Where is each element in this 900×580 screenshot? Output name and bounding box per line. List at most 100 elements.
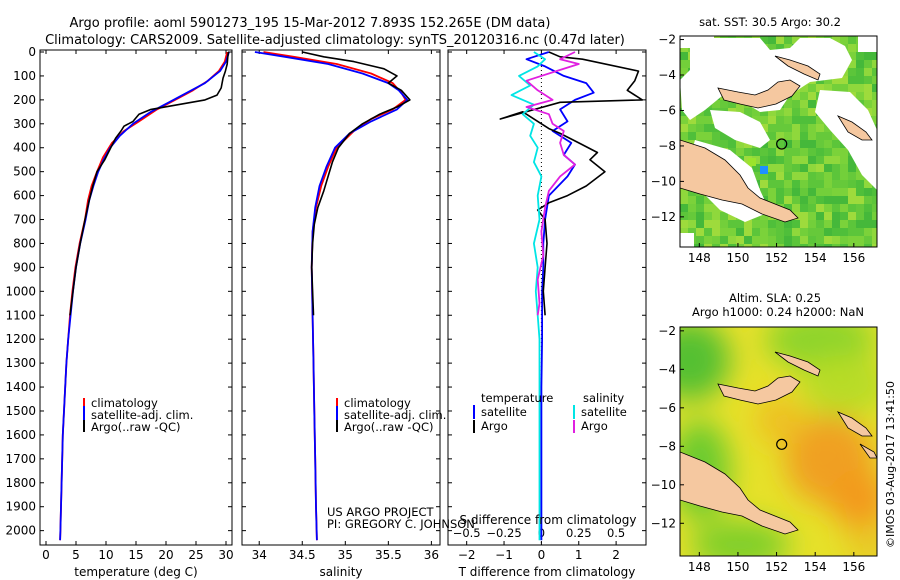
sst-cell — [848, 36, 856, 44]
sst-cell — [704, 204, 712, 212]
sst-cell — [680, 220, 688, 228]
sst-cell — [848, 236, 856, 244]
sst-cell — [824, 244, 832, 247]
s-tick-label: 0.5 — [607, 526, 625, 540]
sst-cell — [872, 228, 877, 236]
sst-cell — [824, 76, 832, 84]
sst-cell — [792, 100, 800, 108]
sst-cell — [688, 116, 696, 124]
sst-cell — [864, 188, 872, 196]
sst-cell — [720, 244, 728, 247]
lat-tick-label: −12 — [651, 210, 676, 224]
lat-tick-label: −2 — [658, 33, 676, 47]
sst-cell — [800, 180, 808, 188]
sst-cell — [872, 244, 877, 247]
sst-cell — [768, 140, 776, 148]
sst-cell — [800, 84, 808, 92]
sst-cell — [768, 180, 776, 188]
series-argo-raw-qc — [69, 51, 230, 316]
sst-cell — [848, 204, 856, 212]
sst-cell — [808, 148, 816, 156]
sla-blob — [755, 395, 805, 445]
sst-cell — [760, 236, 768, 244]
sst-cell — [832, 236, 840, 244]
sst-cell — [840, 244, 848, 247]
depth-tick-label: 1200 — [5, 332, 36, 346]
sst-cell — [720, 220, 728, 228]
sst-cell — [872, 52, 877, 60]
legend-label-climatology: climatology — [344, 396, 411, 410]
sst-cell — [720, 132, 728, 140]
sst-cell — [856, 212, 864, 220]
sst-cell — [688, 132, 696, 140]
x-tick-label: 2 — [612, 548, 620, 562]
sst-cell — [816, 140, 824, 148]
sst-cell — [760, 212, 768, 220]
sst-cell — [776, 228, 784, 236]
sla-blob — [680, 327, 730, 400]
sst-cell — [872, 84, 877, 92]
sst-cell — [808, 204, 816, 212]
sst-cell — [784, 236, 792, 244]
depth-tick-label: 700 — [13, 213, 36, 227]
x-tick-label: 0 — [42, 548, 50, 562]
sst-cell — [768, 164, 776, 172]
sst-cell — [784, 36, 792, 44]
sst-cell — [848, 68, 856, 76]
series-satellite-adj-clim — [254, 51, 409, 541]
sst-cell — [784, 44, 792, 52]
sst-cell — [800, 132, 808, 140]
sst-cell — [704, 124, 712, 132]
sst-cell — [736, 244, 744, 247]
sst-cell — [784, 140, 792, 148]
sst-cell — [776, 140, 784, 148]
sst-cell — [696, 244, 704, 247]
sst-cell — [856, 220, 864, 228]
sst-cell — [744, 108, 752, 116]
sst-cell — [776, 116, 784, 124]
sst-cell — [760, 36, 768, 44]
sla-blob — [845, 525, 877, 556]
sla-blob — [690, 520, 790, 556]
sst-cell — [752, 172, 760, 180]
sst-cell — [832, 172, 840, 180]
sst-cell — [728, 100, 736, 108]
sst-cell — [864, 60, 872, 68]
sst-cell — [808, 116, 816, 124]
sst-cell — [792, 36, 800, 44]
sst-cell — [736, 220, 744, 228]
sst-cell — [808, 140, 816, 148]
sst-cell — [816, 180, 824, 188]
sst-cell — [752, 148, 760, 156]
sst-cell — [856, 236, 864, 244]
sst-cell — [800, 100, 808, 108]
sst-map-title: sat. SST: 30.5 Argo: 30.2 — [699, 15, 841, 29]
sst-cell — [800, 156, 808, 164]
sla-lat-axis: −2 −4 −6 −8 −10 −12 — [651, 324, 684, 530]
sst-cell — [872, 212, 877, 220]
sst-cell — [840, 204, 848, 212]
depth-tick-label: 1100 — [5, 308, 36, 322]
sst-cell — [808, 84, 816, 92]
sst-cell — [680, 132, 688, 140]
lat-tick-label: −10 — [651, 174, 676, 188]
sst-cell — [840, 180, 848, 188]
sst-cell — [800, 140, 808, 148]
sst-cell — [760, 116, 768, 124]
sst-cell — [768, 228, 776, 236]
temperature-legend: climatology satellite-adj. clim. Argo(..… — [83, 396, 193, 434]
sst-cell — [808, 212, 816, 220]
sla-land — [680, 351, 877, 535]
sst-cell — [792, 132, 800, 140]
x-tick-label: 1 — [575, 548, 583, 562]
sst-cell — [800, 172, 808, 180]
sst-cell — [792, 196, 800, 204]
sst-cell — [832, 220, 840, 228]
salinity-legend: climatology satellite-adj. clim. Argo(..… — [336, 396, 446, 434]
sst-cell — [848, 228, 856, 236]
sst-cell — [760, 228, 768, 236]
sst-cell — [800, 164, 808, 172]
sst-cell — [712, 140, 720, 148]
land-solomon-islands — [859, 443, 877, 459]
